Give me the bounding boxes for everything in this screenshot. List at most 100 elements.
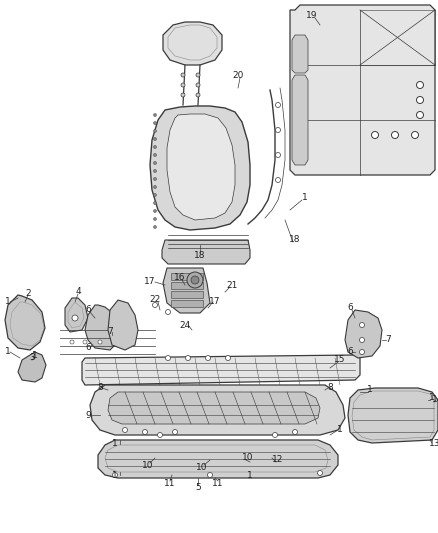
Circle shape (181, 93, 185, 97)
Circle shape (205, 356, 211, 360)
Circle shape (173, 430, 177, 434)
Circle shape (181, 73, 185, 77)
Circle shape (392, 132, 399, 139)
Circle shape (153, 177, 156, 181)
Text: 8: 8 (97, 384, 103, 392)
Polygon shape (348, 388, 438, 443)
Circle shape (123, 427, 127, 432)
Polygon shape (98, 440, 338, 478)
Polygon shape (5, 295, 45, 350)
Circle shape (196, 73, 200, 77)
Text: 6: 6 (85, 305, 91, 314)
Circle shape (153, 138, 156, 141)
Circle shape (360, 350, 364, 354)
Text: 12: 12 (272, 456, 284, 464)
Polygon shape (65, 298, 88, 332)
Text: 8: 8 (327, 384, 333, 392)
Text: 1: 1 (367, 385, 373, 394)
Circle shape (191, 276, 199, 284)
Text: 22: 22 (149, 295, 161, 304)
Circle shape (153, 225, 156, 229)
Text: 1: 1 (5, 348, 11, 357)
Text: 10: 10 (142, 461, 154, 470)
Circle shape (186, 356, 191, 360)
Polygon shape (171, 282, 203, 289)
Text: 18: 18 (289, 236, 301, 245)
Circle shape (411, 132, 418, 139)
Polygon shape (171, 291, 203, 298)
Circle shape (166, 310, 170, 314)
Text: 18: 18 (194, 251, 206, 260)
Polygon shape (290, 5, 435, 175)
Text: 1: 1 (112, 471, 118, 480)
Text: 20: 20 (232, 70, 244, 79)
Text: 1: 1 (429, 393, 435, 402)
Circle shape (153, 201, 156, 205)
Circle shape (318, 471, 322, 475)
Text: 15: 15 (334, 356, 346, 365)
Text: 2: 2 (25, 288, 31, 297)
Polygon shape (292, 35, 308, 73)
Circle shape (360, 337, 364, 343)
Text: 21: 21 (226, 280, 238, 289)
Polygon shape (108, 392, 320, 424)
Circle shape (153, 217, 156, 221)
Circle shape (72, 315, 78, 321)
Text: 1: 1 (302, 193, 308, 203)
Circle shape (158, 432, 162, 438)
Circle shape (153, 114, 156, 117)
Polygon shape (171, 273, 203, 280)
Polygon shape (167, 114, 235, 220)
Circle shape (166, 356, 170, 360)
Circle shape (276, 152, 280, 157)
Text: 7: 7 (107, 327, 113, 336)
Text: 3: 3 (29, 353, 35, 362)
Text: 10: 10 (196, 463, 208, 472)
Text: 7: 7 (385, 335, 391, 344)
Circle shape (153, 185, 156, 189)
Polygon shape (162, 240, 250, 264)
Polygon shape (18, 352, 46, 382)
Circle shape (196, 83, 200, 87)
Polygon shape (345, 310, 382, 358)
Circle shape (70, 340, 74, 344)
Polygon shape (85, 305, 120, 350)
Polygon shape (90, 385, 345, 435)
Text: 4: 4 (75, 287, 81, 296)
Circle shape (153, 161, 156, 165)
Circle shape (371, 132, 378, 139)
Circle shape (226, 356, 230, 360)
Text: 1: 1 (32, 351, 38, 359)
Circle shape (272, 432, 278, 438)
Text: 10: 10 (242, 454, 254, 463)
Circle shape (187, 272, 203, 288)
Text: 1: 1 (247, 471, 253, 480)
Circle shape (153, 122, 156, 125)
Text: 24: 24 (180, 320, 191, 329)
Text: 1: 1 (112, 440, 118, 448)
Polygon shape (150, 106, 250, 230)
Circle shape (293, 430, 297, 434)
Text: 1: 1 (5, 297, 11, 306)
Text: 16: 16 (174, 273, 186, 282)
Text: 13: 13 (429, 439, 438, 448)
Circle shape (153, 146, 156, 149)
Circle shape (152, 303, 158, 308)
Text: 5: 5 (195, 482, 201, 491)
Polygon shape (163, 268, 210, 313)
Circle shape (83, 340, 87, 344)
Text: 9: 9 (85, 410, 91, 419)
Circle shape (142, 430, 148, 434)
Circle shape (153, 169, 156, 173)
Text: 6: 6 (347, 303, 353, 312)
Circle shape (153, 154, 156, 157)
Circle shape (153, 130, 156, 133)
Circle shape (276, 177, 280, 182)
Text: 14: 14 (432, 395, 438, 405)
Text: 6: 6 (85, 343, 91, 352)
Text: 19: 19 (306, 11, 318, 20)
Text: 11: 11 (164, 479, 176, 488)
Circle shape (276, 102, 280, 108)
Circle shape (153, 193, 156, 197)
Circle shape (360, 322, 364, 327)
